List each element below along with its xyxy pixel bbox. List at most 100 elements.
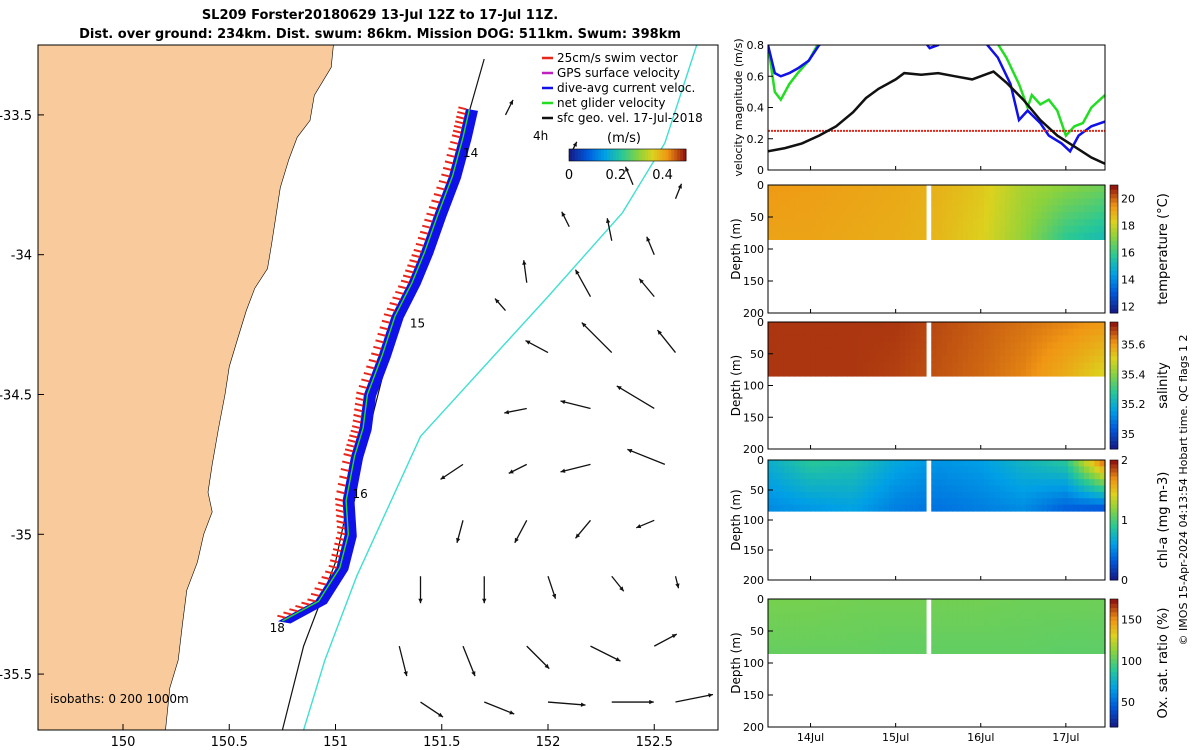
section-data-cell: [831, 485, 838, 493]
section-data-cell: [873, 355, 880, 364]
section-data-cell: [773, 348, 780, 357]
section-data-cell: [1099, 225, 1106, 234]
section-data-cell: [804, 191, 811, 200]
section-data-cell: [1073, 605, 1080, 614]
map-colorbar-cell: [577, 149, 582, 161]
section-data-cell: [983, 626, 990, 634]
section-data-cell: [957, 205, 964, 213]
section-colorbar-cell: [1110, 650, 1118, 655]
section-data-cell: [1052, 212, 1059, 220]
geo-vector-head: [495, 298, 500, 304]
section-data-cell: [915, 328, 922, 337]
section-data-cell: [799, 212, 806, 220]
section-data-cell: [820, 322, 827, 330]
section-data-cell: [1094, 232, 1101, 240]
section-data-cell: [778, 626, 785, 634]
section-data-cell: [936, 626, 943, 634]
section-data-cell: [1094, 605, 1101, 614]
section-data-cell: [868, 626, 874, 634]
section-data-cell: [999, 362, 1006, 370]
section-data-cell: [910, 328, 917, 337]
section-data-cell: [831, 348, 838, 357]
section-data-cell: [773, 485, 780, 493]
section-data-cell: [962, 460, 969, 467]
section-data-cell: [768, 342, 774, 350]
section-data-cell: [983, 335, 990, 343]
section-data-cell: [820, 485, 827, 493]
section-data-cell: [904, 225, 911, 234]
section-data-cell: [894, 619, 901, 627]
section-data-cell: [941, 466, 948, 474]
section-data-cell: [968, 355, 974, 364]
section-data-cell: [873, 639, 880, 648]
section-data-cell: [899, 369, 906, 377]
swim-vector-tick: [341, 460, 351, 465]
section-data-cell: [820, 335, 827, 343]
section-data-cell: [999, 633, 1006, 641]
section-data-cell: [1073, 619, 1080, 627]
section-data-cell: [846, 466, 853, 474]
section-data-cell: [899, 479, 906, 487]
section-data-cell: [973, 612, 980, 620]
section-data-cell: [825, 491, 832, 499]
section-data-cell: [1062, 212, 1069, 220]
section-data-cell: [841, 328, 848, 337]
section-data-cell: [810, 485, 816, 493]
section-data-cell: [889, 466, 895, 474]
section-data-cell: [768, 348, 774, 357]
section-data-cell: [1052, 219, 1059, 227]
section-data-cell: [841, 335, 848, 343]
section-data-cell: [894, 335, 901, 343]
section-data-cell: [815, 328, 822, 337]
section-data-cell: [794, 619, 801, 627]
section-data-cell: [1099, 639, 1106, 648]
map-colorbar-cell: [604, 149, 608, 161]
time-axis-tick-label: 15Jul: [882, 731, 909, 744]
section-data-cell: [783, 472, 790, 480]
section-data-cell: [1094, 639, 1101, 648]
section-data-cell: [1004, 646, 1011, 654]
section-data-cell: [973, 646, 980, 654]
section-data-cell: [1089, 322, 1096, 330]
section-data-cell: [1062, 633, 1069, 641]
net-glider-track: [282, 109, 471, 622]
section-data-cell: [999, 355, 1006, 364]
section-data-cell: [768, 612, 774, 620]
section-colorbar-cell: [1110, 202, 1118, 207]
section-data-cell: [1036, 205, 1043, 213]
section-colorbar-cell: [1110, 675, 1118, 681]
section-data-cell: [1099, 232, 1106, 240]
section-colorbar-tick-label: 35.6: [1121, 338, 1146, 351]
section-data-cell: [936, 599, 943, 607]
section-data-cell: [931, 612, 938, 620]
section-data-cell: [983, 212, 990, 220]
swim-vector-tick: [310, 592, 320, 597]
section-data-cell: [1041, 626, 1048, 634]
section-data-cell: [1073, 485, 1080, 493]
section-data-cell: [878, 599, 885, 607]
section-data-cell: [1004, 191, 1011, 200]
section-data-cell: [1073, 599, 1080, 607]
section-data-cell: [825, 348, 832, 357]
section-data-cell: [1083, 335, 1090, 343]
swim-vector-tick: [352, 419, 362, 424]
section-data-cell: [1004, 479, 1011, 487]
section-data-cell: [768, 633, 774, 641]
section-data-cell: [931, 191, 938, 200]
section-data-cell: [1099, 504, 1106, 512]
section-data-cell: [794, 212, 801, 220]
section-data-cell: [947, 328, 953, 337]
section-data-cell: [983, 479, 990, 487]
map-colorbar-cell: [598, 149, 602, 161]
section-data-cell: [815, 639, 822, 648]
section-data-cell: [962, 198, 969, 206]
section-data-cell: [883, 191, 890, 200]
section-data-cell: [904, 322, 911, 330]
section-data-cell: [789, 205, 795, 213]
section-data-cell: [1031, 460, 1038, 467]
section-data-cell: [915, 355, 922, 364]
section-data-cell: [947, 185, 953, 193]
section-data-cell: [778, 205, 785, 213]
section-data-cell: [936, 212, 943, 220]
